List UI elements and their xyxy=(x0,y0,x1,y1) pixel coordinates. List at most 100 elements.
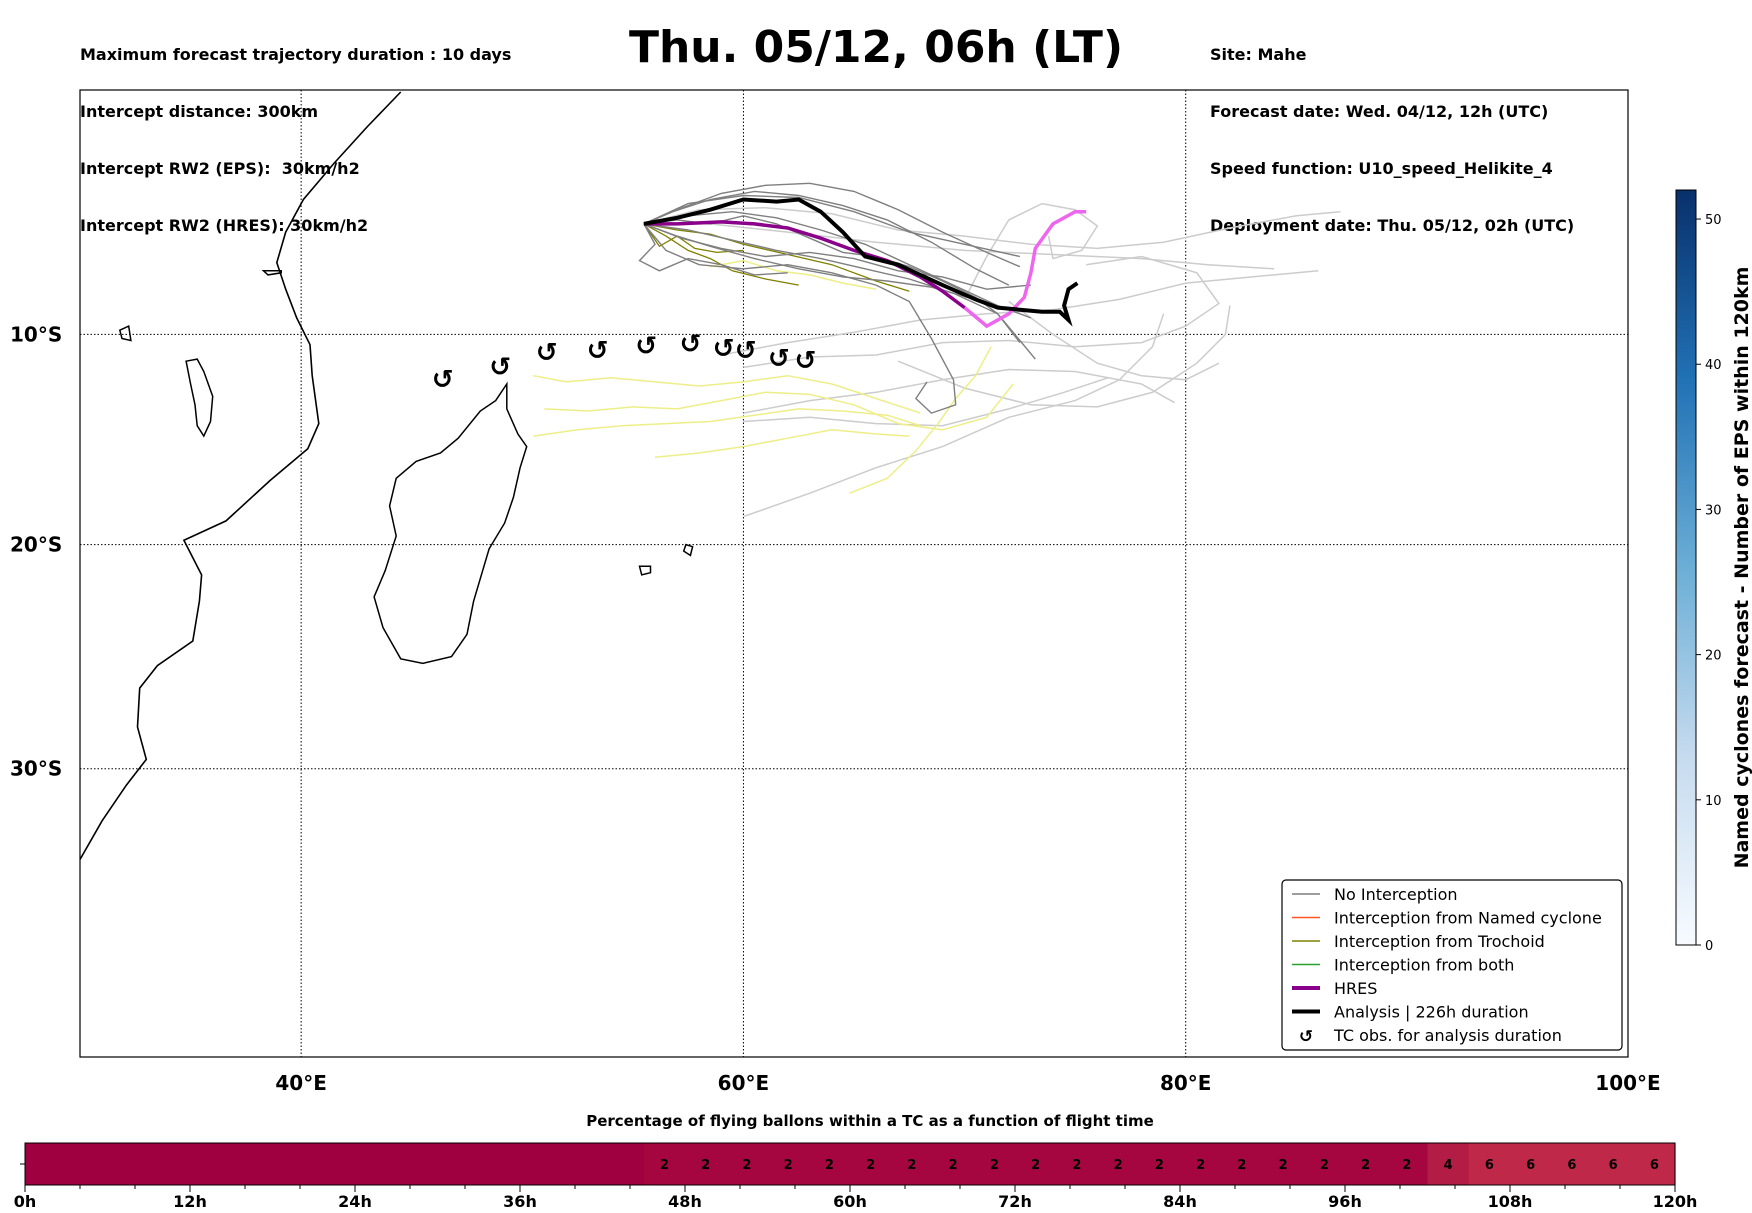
page-title: Thu. 05/12, 06h (LT) xyxy=(628,22,1124,73)
strip-cell-value: 6 xyxy=(1609,1158,1618,1173)
colorbar-tick-label: 20 xyxy=(1705,649,1722,664)
strip-cell xyxy=(25,1143,67,1185)
strip-cell xyxy=(602,1143,645,1185)
ensemble-yellow-track-0 xyxy=(533,374,921,414)
lon-tick-label: 60°E xyxy=(718,1071,770,1095)
legend-label: No Interception xyxy=(1334,885,1458,904)
tc-obs-symbol: ↺ xyxy=(713,334,735,364)
colorbar-tick-label: 30 xyxy=(1705,503,1722,518)
ensemble-no-interception-track-8 xyxy=(638,223,788,276)
colorbar-tick-label: 10 xyxy=(1705,794,1722,809)
pink-track xyxy=(963,209,1087,329)
tc-obs-symbol: ↺ xyxy=(794,346,816,376)
strip-cell xyxy=(561,1143,604,1185)
legend-label: Interception from Named cyclone xyxy=(1334,909,1602,928)
ensemble-light-track-6 xyxy=(897,305,1231,408)
ensemble-trochoid-track-0 xyxy=(643,223,799,286)
strip-cell-value: 2 xyxy=(1320,1158,1329,1173)
strip-cell-value: 2 xyxy=(1361,1158,1370,1173)
strip-cell xyxy=(808,1143,851,1185)
strip-cell-value: 2 xyxy=(949,1158,958,1173)
strip-cell xyxy=(355,1143,397,1185)
lat-tick-label: 30°S xyxy=(10,757,62,781)
island-4 xyxy=(261,270,282,276)
ensemble-no-interception-track-4 xyxy=(643,194,1021,258)
strip-cell xyxy=(1180,1143,1222,1185)
tc-obs-symbol: ↺ xyxy=(489,352,511,382)
strip-cell-value: 2 xyxy=(1114,1158,1123,1173)
header-right-line-deployment-date: Deployment date: Thu. 05/12, 02h (UTC) xyxy=(1210,216,1575,235)
tc-obs-symbol: ↺ xyxy=(679,330,701,360)
strip-cell-value: 2 xyxy=(701,1158,710,1173)
ensemble-light-track-8 xyxy=(743,376,1109,427)
lon-tick-label: 100°E xyxy=(1595,1071,1660,1095)
strip-cell xyxy=(1097,1143,1140,1185)
header-left-line-rw2-hres: Intercept RW2 (HRES): 30km/h2 xyxy=(80,216,369,235)
strip-x-tick-label: 60h xyxy=(833,1192,867,1211)
header-right-line-forecast-date: Forecast date: Wed. 04/12, 12h (UTC) xyxy=(1210,102,1549,121)
island-2 xyxy=(638,565,652,576)
lat-tick-label: 10°S xyxy=(10,322,62,346)
ensemble-yellow-track-3 xyxy=(654,429,910,458)
strip-cell-value: 6 xyxy=(1485,1158,1494,1173)
strip-cell xyxy=(850,1143,892,1185)
strip-cell-value: 2 xyxy=(742,1158,751,1173)
analysis-track xyxy=(643,197,1079,327)
header-right-line-site: Site: Mahe xyxy=(1210,45,1307,64)
tc-obs-symbol: ↺ xyxy=(432,365,454,395)
strip-cell xyxy=(107,1143,150,1185)
island-1 xyxy=(373,381,528,665)
strip-cell-value: 6 xyxy=(1567,1158,1576,1173)
strip-cell xyxy=(643,1143,686,1185)
colorbar-tick-label: 50 xyxy=(1705,213,1722,228)
strip-cell-value: 2 xyxy=(1279,1158,1288,1173)
ensemble-yellow-track-1 xyxy=(533,408,921,437)
ensemble-light-track-0 xyxy=(643,206,1341,250)
strip-cell xyxy=(1138,1143,1181,1185)
strip-cell-value: 2 xyxy=(1237,1158,1246,1173)
map-area: ↺ ↺ ↺ ↺ ↺ ↺ ↺ ↺ ↺ ↺ xyxy=(80,90,1628,1057)
island-3 xyxy=(682,543,694,557)
strip-cell-value: 2 xyxy=(1072,1158,1081,1173)
strip-cell xyxy=(1221,1143,1264,1185)
header-left-line-intercept-distance: Intercept distance: 300km xyxy=(80,102,319,121)
tc-obs-symbol: ↺ xyxy=(536,338,558,368)
strip-cell xyxy=(685,1143,727,1185)
island-0 xyxy=(185,358,214,438)
strip-cell-value: 4 xyxy=(1444,1158,1453,1173)
tc-obs-symbol: ↺ xyxy=(735,336,757,366)
ensemble-light-track-1 xyxy=(643,223,1275,270)
ensemble-no-interception-track-7 xyxy=(643,223,1031,290)
legend: No Interception Interception from Named c… xyxy=(1281,879,1623,1051)
strip-cells: 2 2 2 2 2 2 2 2 2 2 2 2 2 2 2 2 2 2 2 4 6 6 6 6 6 xyxy=(25,1143,1676,1185)
strip-cell-value: 2 xyxy=(1402,1158,1411,1173)
strip-cell xyxy=(396,1143,439,1185)
ensemble-light-track-5 xyxy=(963,202,1099,300)
ensemble-yellow-track-5 xyxy=(710,259,877,290)
strip-cell-value: 2 xyxy=(866,1158,875,1173)
strip-cell xyxy=(66,1143,109,1185)
ensemble-light-track-2 xyxy=(743,255,1220,369)
strip-cell xyxy=(1468,1143,1511,1185)
strip-cell xyxy=(1427,1143,1470,1185)
legend-label: HRES xyxy=(1334,979,1377,998)
header-left-line-rw2-eps: Intercept RW2 (EPS): 30km/h2 xyxy=(80,159,360,178)
strip-cell-value: 2 xyxy=(825,1158,834,1173)
strip-cell xyxy=(190,1143,232,1185)
strip-cell xyxy=(1262,1143,1305,1185)
strip-cell xyxy=(478,1143,521,1185)
strip-cell xyxy=(1056,1143,1099,1185)
tc-obs-symbol: ↺ xyxy=(587,336,609,366)
strip-cell xyxy=(767,1143,810,1185)
header-right: Site: Mahe Forecast date: Wed. 04/12, 12… xyxy=(1210,7,1574,254)
strip-cell-value: 2 xyxy=(660,1158,669,1173)
lat-tick-label: 20°S xyxy=(10,533,62,557)
coastline-africa xyxy=(80,91,402,860)
ensemble-light-track-9 xyxy=(1008,300,1220,381)
strip-cell-value: 2 xyxy=(1155,1158,1164,1173)
tc-obs-symbol: ↺ xyxy=(635,332,657,362)
island-5 xyxy=(118,325,132,342)
header-right-line-speed-function: Speed function: U10_speed_Helikite_4 xyxy=(1210,159,1553,178)
strip-title: Percentage of flying ballons within a TC… xyxy=(586,1112,1154,1130)
strip-cell-value: 2 xyxy=(907,1158,916,1173)
